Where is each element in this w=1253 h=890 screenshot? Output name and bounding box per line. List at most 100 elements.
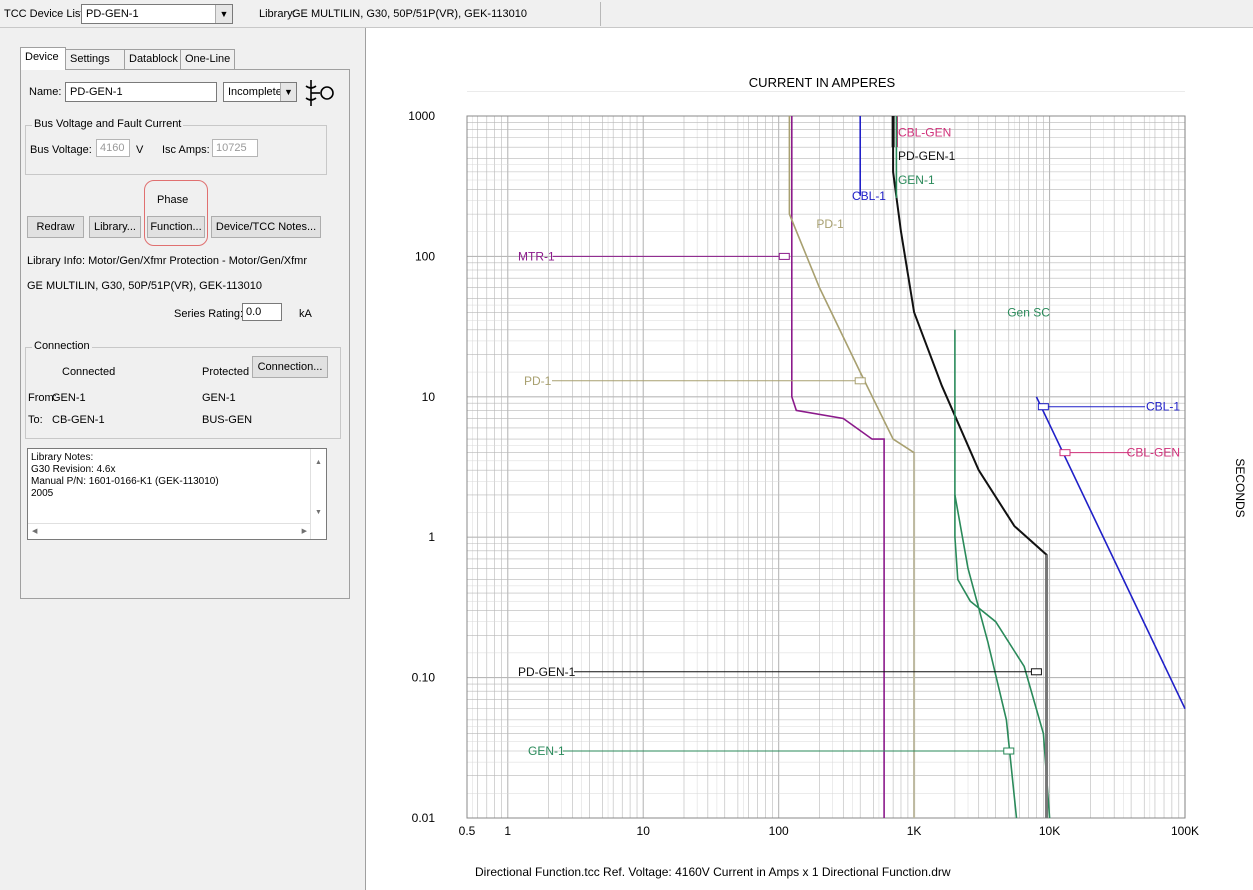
function-button[interactable]: Function... bbox=[147, 216, 205, 238]
series-label-mtr-1: MTR-1 bbox=[518, 249, 555, 263]
scroll-left-icon[interactable]: ◀ bbox=[32, 528, 38, 535]
series-line-cbl-1 bbox=[1035, 396, 1186, 710]
function-button-label: Function... bbox=[150, 221, 202, 233]
device-list-value: PD-GEN-1 bbox=[86, 8, 139, 20]
bus-voltage-field[interactable]: 4160 bbox=[96, 139, 130, 157]
label-arrow-marker bbox=[1003, 747, 1015, 755]
redraw-button-label: Redraw bbox=[36, 221, 75, 233]
y-tick-label: 1000 bbox=[408, 109, 435, 123]
tab-settings-label: Settings bbox=[70, 53, 110, 65]
breaker-symbol-icon bbox=[305, 80, 334, 106]
bus-voltage-unit: V bbox=[136, 144, 144, 156]
connection-group: Connection Connected Protected Connectio… bbox=[25, 340, 341, 439]
y-tick-label: 0.10 bbox=[412, 671, 436, 685]
function-highlight bbox=[144, 180, 208, 246]
status-value: Incomplete bbox=[228, 86, 282, 98]
chart-grid bbox=[466, 91, 1186, 819]
protected-header: Protected bbox=[202, 366, 250, 378]
library-info-line2: GE MULTILIN, G30, 50P/51P(VR), GEK-11301… bbox=[27, 280, 262, 292]
library-value: GE MULTILIN, G30, 50P/51P(VR), GEK-11301… bbox=[292, 8, 527, 20]
to-protected: BUS-GEN bbox=[202, 414, 253, 426]
name-field[interactable]: PD-GEN-1 bbox=[65, 82, 217, 102]
series-label-cbl-1: CBL-1 bbox=[852, 189, 886, 203]
library-info-line1: Library Info: Motor/Gen/Xfmr Protection … bbox=[27, 255, 307, 267]
toolbar: TCC Device List PD-GEN-1 ▼ Library: GE M… bbox=[0, 0, 1253, 28]
x-tick-label: 10 bbox=[637, 824, 651, 838]
chart-series bbox=[788, 116, 1186, 819]
series-label-gen-1: GEN-1 bbox=[898, 173, 935, 187]
series-label-pd-1: PD-1 bbox=[524, 374, 552, 388]
tab-one-line-label: One-Line bbox=[185, 53, 231, 65]
device-panel: Device Settings Datablock One-Line Name:… bbox=[0, 28, 366, 890]
tab-settings[interactable]: Settings bbox=[65, 49, 125, 69]
chevron-down-icon[interactable]: ▼ bbox=[215, 5, 232, 23]
series-label-cbl-gen: CBL-GEN bbox=[898, 126, 951, 140]
series-line-pd-gen-1 bbox=[892, 116, 1048, 818]
series-rating-field[interactable]: 0.0 bbox=[242, 303, 282, 321]
chart-title: CURRENT IN AMPERES bbox=[749, 75, 896, 90]
series-label-pd-1: PD-1 bbox=[816, 217, 844, 231]
series-line-gen-sc bbox=[954, 329, 1051, 819]
tab-device[interactable]: Device bbox=[20, 47, 66, 70]
scroll-down-icon[interactable]: ▼ bbox=[315, 509, 322, 516]
series-rating-label: Series Rating: bbox=[174, 308, 244, 320]
y-tick-label: 100 bbox=[415, 249, 435, 263]
chart-label-marks: CBL-GEN PD-GEN-1 GEN-1 CBL-1 PD-1 MTR-1 Gen SC… bbox=[518, 126, 1180, 758]
tcc-plot-area[interactable]: CBL-GEN PD-GEN-1 GEN-1 CBL-1 PD-1 MTR-1 Gen SC… bbox=[366, 28, 1253, 890]
bus-voltage-value: 4160 bbox=[100, 142, 125, 154]
notes-horizontal-scrollbar[interactable]: ◀ ▶ bbox=[28, 523, 311, 539]
notes-vertical-scrollbar[interactable]: ▲ ▼ bbox=[310, 449, 326, 539]
phase-label: Phase bbox=[157, 194, 189, 206]
tcc-chart[interactable]: CBL-GEN PD-GEN-1 GEN-1 CBL-1 PD-1 MTR-1 Gen SC… bbox=[366, 28, 1253, 890]
library-label: Library: bbox=[259, 8, 296, 20]
library-button[interactable]: Library... bbox=[89, 216, 141, 238]
device-list-label: TCC Device List bbox=[4, 8, 84, 20]
to-label: To: bbox=[28, 414, 43, 426]
tab-device-label: Device bbox=[25, 51, 59, 63]
from-protected: GEN-1 bbox=[202, 392, 236, 404]
scroll-right-icon[interactable]: ▶ bbox=[301, 528, 307, 535]
library-button-label: Library... bbox=[94, 221, 136, 233]
from-label: From: bbox=[28, 392, 57, 404]
isc-field[interactable]: 10725 bbox=[212, 139, 258, 157]
library-notes-box[interactable]: Library Notes: G30 Revision: 4.6x Manual… bbox=[27, 448, 327, 540]
y-tick-label: 0.01 bbox=[412, 811, 436, 825]
connection-group-label: Connection bbox=[32, 340, 92, 352]
x-tick-label: 10K bbox=[1039, 824, 1060, 838]
series-rating-unit: kA bbox=[299, 308, 312, 320]
library-notes-line: 2005 bbox=[31, 488, 54, 499]
connection-button[interactable]: Connection... bbox=[252, 356, 328, 378]
name-field-value: PD-GEN-1 bbox=[70, 86, 123, 98]
series-label-cbl-gen: CBL-GEN bbox=[1127, 446, 1180, 460]
series-label-cbl-1: CBL-1 bbox=[1146, 400, 1180, 414]
x-tick-label: 1K bbox=[907, 824, 922, 838]
to-connected: CB-GEN-1 bbox=[52, 414, 105, 426]
bus-voltage-group: Bus Voltage and Fault Current Bus Voltag… bbox=[25, 118, 327, 175]
chart-frame bbox=[466, 115, 1186, 819]
tab-datablock-label: Datablock bbox=[129, 53, 178, 65]
device-list-dropdown[interactable]: PD-GEN-1 ▼ bbox=[81, 4, 233, 24]
label-arrow-marker bbox=[778, 252, 790, 260]
connection-button-label: Connection... bbox=[257, 361, 323, 373]
status-dropdown[interactable]: Incomplete ▼ bbox=[223, 82, 297, 102]
series-label-gen-sc: Gen SC bbox=[1007, 305, 1050, 319]
x-tick-label: 100K bbox=[1171, 824, 1199, 838]
series-line-mtr-1 bbox=[790, 116, 885, 818]
tab-datablock[interactable]: Datablock bbox=[124, 49, 181, 69]
library-notes-line: Manual P/N: 1601-0166-K1 (GEK-113010) bbox=[31, 476, 219, 487]
x-tick-label: 100 bbox=[769, 824, 789, 838]
label-arrow-marker bbox=[1030, 668, 1042, 676]
scroll-up-icon[interactable]: ▲ bbox=[315, 459, 322, 466]
label-arrow-marker bbox=[1059, 449, 1071, 457]
device-tcc-notes-button[interactable]: Device/TCC Notes... bbox=[211, 216, 321, 238]
from-connected: GEN-1 bbox=[52, 392, 86, 404]
bus-group-label: Bus Voltage and Fault Current bbox=[32, 118, 184, 130]
chart-tick-labels: 0.5 1 10 100 1K 10K 100K 1000 100 10 1 0.10 0.01 bbox=[408, 109, 1199, 838]
y-tick-label: 1 bbox=[428, 530, 435, 544]
tab-one-line[interactable]: One-Line bbox=[180, 49, 235, 69]
redraw-button[interactable]: Redraw bbox=[27, 216, 84, 238]
connected-header: Connected bbox=[62, 366, 116, 378]
chevron-down-icon[interactable]: ▼ bbox=[280, 83, 296, 101]
y-axis-label: SECONDS bbox=[1233, 458, 1247, 517]
library-notes-line: G30 Revision: 4.6x bbox=[31, 464, 116, 475]
